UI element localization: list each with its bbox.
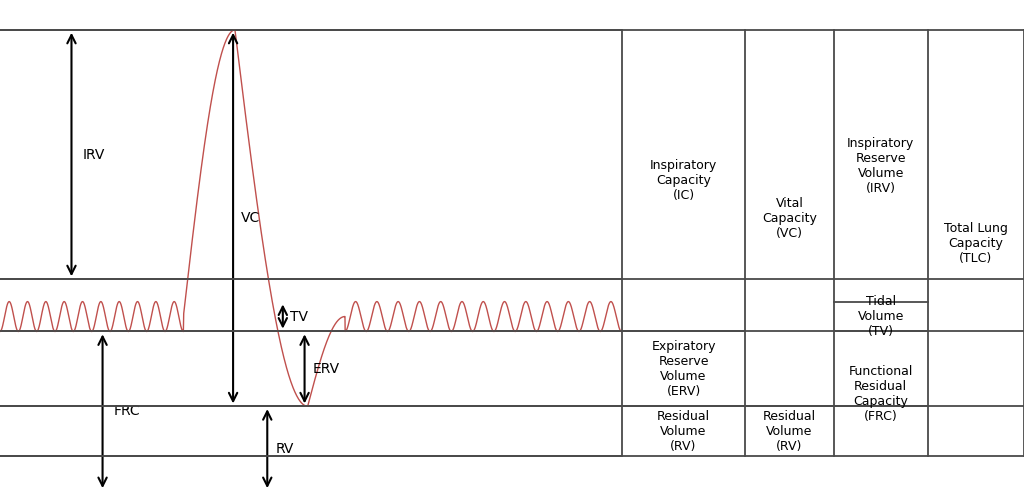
Text: ERV: ERV [312,362,340,376]
Text: Functional
Residual
Capacity
(FRC): Functional Residual Capacity (FRC) [849,365,912,423]
Text: Vital
Capacity
(VC): Vital Capacity (VC) [762,196,817,240]
Text: Inspiratory
Capacity
(IC): Inspiratory Capacity (IC) [650,159,717,202]
Text: RV: RV [275,441,294,456]
Text: VC: VC [242,211,260,225]
Text: Total Lung
Capacity
(TLC): Total Lung Capacity (TLC) [944,221,1008,265]
Text: Expiratory
Reserve
Volume
(ERV): Expiratory Reserve Volume (ERV) [651,340,716,398]
Text: Inspiratory
Reserve
Volume
(IRV): Inspiratory Reserve Volume (IRV) [847,137,914,195]
Text: FRC: FRC [114,404,140,418]
Text: Tidal
Volume
(TV): Tidal Volume (TV) [857,295,904,338]
Text: Residual
Volume
(RV): Residual Volume (RV) [657,409,710,453]
Text: IRV: IRV [83,147,105,162]
Text: Residual
Volume
(RV): Residual Volume (RV) [763,409,816,453]
Text: TV: TV [290,309,308,324]
